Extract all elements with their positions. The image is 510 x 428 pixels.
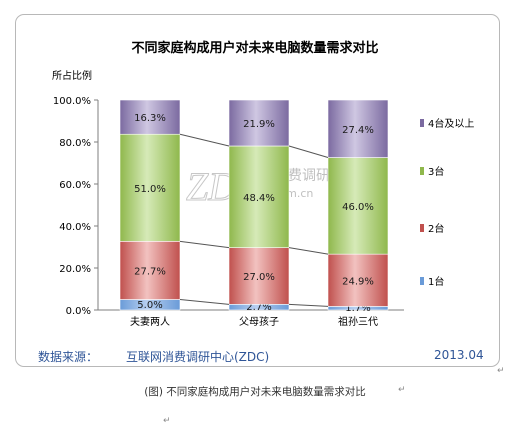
x-tick-label: 祖孙三代 <box>338 315 378 328</box>
source-label: 数据来源： <box>38 350 99 364</box>
bar-segment-3 <box>327 99 389 158</box>
data-label: 27.0% <box>243 272 275 283</box>
series-connector <box>288 247 329 255</box>
legend-label: 2台 <box>428 222 444 235</box>
data-label: 21.9% <box>243 119 275 130</box>
data-label: 5.0% <box>137 300 162 311</box>
bar-segment-3 <box>119 99 181 135</box>
legend-swatch-0 <box>420 277 424 285</box>
paragraph-mark: ↵ <box>398 385 406 395</box>
data-label: 27.4% <box>342 125 374 136</box>
chart-title: 不同家庭构成用户对未来电脑数量需求对比 <box>131 40 378 56</box>
bar-segment-2 <box>119 133 181 242</box>
bar-segment-3 <box>228 99 290 147</box>
legend-swatch-1 <box>420 224 424 232</box>
data-label: 48.4% <box>243 193 275 204</box>
date-label: 2013.04 <box>434 348 484 362</box>
legend-swatch-3 <box>420 119 424 127</box>
series-connector <box>179 299 230 305</box>
legend-swatch-2 <box>420 167 424 175</box>
data-label: 2.7% <box>246 302 271 313</box>
y-tick-label: 100.0% <box>53 96 91 107</box>
x-tick-label: 夫妻两人 <box>130 315 170 328</box>
paragraph-mark: ↵ <box>497 366 505 376</box>
bar-segment-1 <box>119 241 181 300</box>
source-value: 互联网消费调研中心(ZDC) <box>126 350 270 364</box>
y-tick-label: 80.0% <box>59 138 91 149</box>
bar-segment-2 <box>327 157 389 255</box>
y-tick-label: 0.0% <box>66 306 91 317</box>
series-connector <box>179 133 230 147</box>
paragraph-mark: ↵ <box>163 416 171 426</box>
data-label: 51.0% <box>134 184 166 195</box>
y-tick-label: 40.0% <box>59 222 91 233</box>
x-tick-label: 父母孩子 <box>239 315 279 328</box>
figure-caption: (图) 不同家庭构成用户对未来电脑数量需求对比 <box>144 386 366 398</box>
y-tick-label: 60.0% <box>59 180 91 191</box>
bar-segment-1 <box>327 253 389 307</box>
y-axis-label: 所占比例 <box>52 69 92 82</box>
data-label: 24.9% <box>342 276 374 287</box>
series-connector <box>288 303 329 307</box>
legend-label: 3台 <box>428 165 444 178</box>
legend-label: 1台 <box>428 275 444 288</box>
series-connector <box>288 145 329 159</box>
legend-label: 4台及以上 <box>428 117 474 130</box>
data-label: 16.3% <box>134 113 166 124</box>
data-label: 27.7% <box>134 266 166 277</box>
y-tick-label: 20.0% <box>59 264 91 275</box>
data-label: 1.7% <box>345 303 370 314</box>
bar-segment-1 <box>228 247 290 305</box>
data-label: 46.0% <box>342 202 374 213</box>
series-connector <box>179 240 230 249</box>
